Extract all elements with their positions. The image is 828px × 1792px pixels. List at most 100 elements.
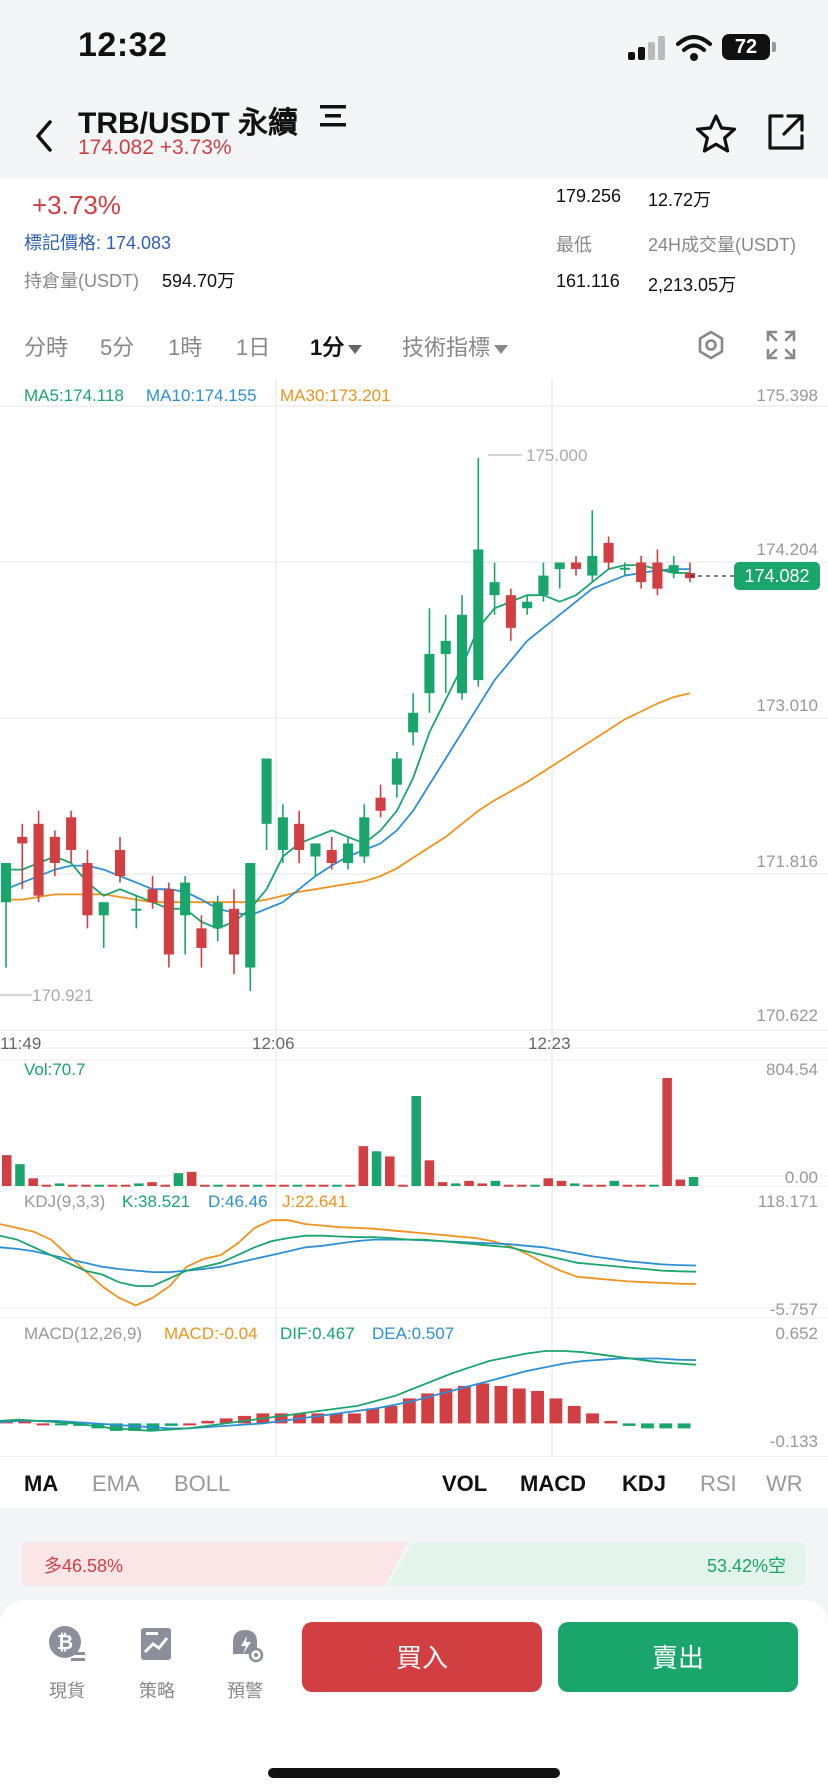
tab-timeframe-5m[interactable]: 5分 (100, 335, 135, 360)
volume-bar (517, 1184, 527, 1187)
kdj-k-line (0, 1234, 697, 1287)
volume-bar (134, 1183, 144, 1186)
macd-histogram-bar (366, 1408, 380, 1424)
price-tick-label: 175.398 (756, 386, 818, 405)
volume-bar (464, 1180, 474, 1186)
pair-title[interactable]: TRB/USDT 永續 (78, 107, 298, 140)
candle-body (114, 849, 126, 877)
long-ratio-text: 多46.58% (44, 1556, 124, 1576)
macd-histogram-bar (201, 1420, 215, 1424)
settings-icon[interactable] (696, 330, 726, 360)
long-short-ratio: 多46.58% 53.42%空 (0, 1508, 828, 1600)
macd-histogram-bar (677, 1423, 691, 1429)
macd-histogram-bar (311, 1413, 325, 1424)
volume-bar (266, 1184, 276, 1187)
candle-body (505, 595, 516, 628)
indicator-tabs: MA EMA BOLL VOL MACD KDJ RSI WR (0, 1456, 828, 1509)
legend-kdj: KDJ(9,3,3) (24, 1192, 106, 1211)
volume-bar (345, 1184, 355, 1187)
change-percent: +3.73% (32, 190, 121, 220)
fullscreen-icon[interactable] (766, 330, 796, 360)
candle-body (652, 562, 663, 589)
tab-macd[interactable]: MACD (520, 1471, 586, 1496)
tab-boll[interactable]: BOLL (174, 1471, 231, 1496)
mark-price[interactable]: 標記價格: 174.083 (24, 233, 172, 253)
tab-kdj[interactable]: KDJ (622, 1471, 667, 1496)
macd-max-label: 0.652 (775, 1324, 818, 1343)
macd-histogram-bar (549, 1398, 563, 1424)
star-icon[interactable] (694, 112, 738, 156)
macd-dif-line (0, 1350, 697, 1432)
tab-timeframe-1h[interactable]: 1時 (168, 335, 203, 360)
volume-bar (451, 1183, 461, 1186)
candle-body (619, 567, 630, 570)
macd-histogram-bar (274, 1413, 288, 1424)
tab-rsi[interactable]: RSI (700, 1471, 737, 1496)
volume-bar (398, 1184, 408, 1187)
time-tick-label: 11:49 (0, 1034, 42, 1053)
legend-dif: DIF:0.467 (280, 1324, 355, 1343)
candle-body (66, 817, 77, 850)
legend-kdj-d: D:46.46 (208, 1192, 268, 1211)
chart-area[interactable]: MA5:174.118 MA10:174.155 MA30:173.201 17… (0, 378, 828, 1456)
volume-bar (332, 1184, 342, 1187)
volume-min-label: 0.00 (784, 1168, 818, 1187)
market-stats-panel: +3.73% 標記價格: 174.083 持倉量(USDT) 594.70万 1… (0, 178, 828, 308)
candle-body (49, 836, 60, 864)
legend-macd-value: MACD:-0.04 (164, 1324, 258, 1343)
macd-histogram-bar (384, 1405, 398, 1424)
menu-icon[interactable] (320, 104, 346, 128)
indicators-dropdown[interactable]: 技術指標 (402, 330, 509, 362)
volume-bar (279, 1184, 289, 1187)
macd-histogram-bar (348, 1413, 361, 1424)
buy-button[interactable]: 買入 (302, 1622, 542, 1692)
tab-timeframe-selected[interactable]: 1分 (310, 330, 363, 362)
macd-histogram-bar (183, 1423, 196, 1426)
macd-histogram-bar (36, 1423, 50, 1426)
nav-strategy[interactable]: 策略 (122, 1624, 192, 1703)
volume-bar (226, 1184, 237, 1187)
chevron-down-icon (494, 344, 509, 354)
tab-wr[interactable]: WR (766, 1471, 803, 1496)
candle-body (522, 601, 533, 609)
volume-bar (437, 1182, 448, 1186)
candle-body (0, 863, 12, 903)
time-tick-label: 12:23 (528, 1034, 571, 1053)
volume-bar (68, 1184, 78, 1187)
tab-timeframe-1d[interactable]: 1日 (236, 335, 271, 360)
volume-bar (318, 1184, 329, 1187)
macd-histogram-bar (54, 1423, 68, 1426)
share-icon[interactable] (766, 112, 806, 152)
back-icon[interactable] (28, 116, 60, 156)
candle-body (212, 902, 223, 929)
home-indicator[interactable] (268, 1768, 560, 1778)
legend-volume: Vol:70.7 (24, 1060, 86, 1079)
kdj-d-line (0, 1238, 697, 1273)
macd-histogram-bar (238, 1415, 251, 1424)
candle-body (131, 908, 142, 911)
tab-ma[interactable]: MA (24, 1471, 59, 1496)
volume-bar (675, 1179, 686, 1186)
nav-alert[interactable]: 預警 (210, 1624, 280, 1703)
candle-body (326, 849, 337, 864)
macd-histogram-bar (18, 1420, 32, 1424)
macd-histogram-bar (659, 1423, 673, 1429)
volume-bar (662, 1078, 672, 1186)
volume-bar (477, 1183, 487, 1186)
macd-histogram-bar (494, 1385, 508, 1424)
sell-button[interactable]: 賣出 (558, 1622, 798, 1692)
volume-bar (649, 1184, 659, 1187)
legend-kdj-j: J:22.641 (282, 1192, 348, 1211)
battery-cap (772, 42, 776, 52)
tab-timeframe-line[interactable]: 分時 (24, 335, 69, 360)
tab-ema[interactable]: EMA (92, 1471, 140, 1496)
nav-spot[interactable]: ₿ 現貨 (32, 1624, 102, 1703)
tab-vol[interactable]: VOL (442, 1471, 488, 1496)
volume-bar (200, 1184, 210, 1187)
volume-bar (2, 1155, 12, 1186)
chart-canvas[interactable] (0, 378, 828, 1456)
candle-body (163, 889, 174, 955)
high-value: 179.256 (556, 186, 622, 206)
open-interest-value: 594.70万 (162, 271, 236, 291)
legend-kdj-k: K:38.521 (122, 1192, 191, 1211)
